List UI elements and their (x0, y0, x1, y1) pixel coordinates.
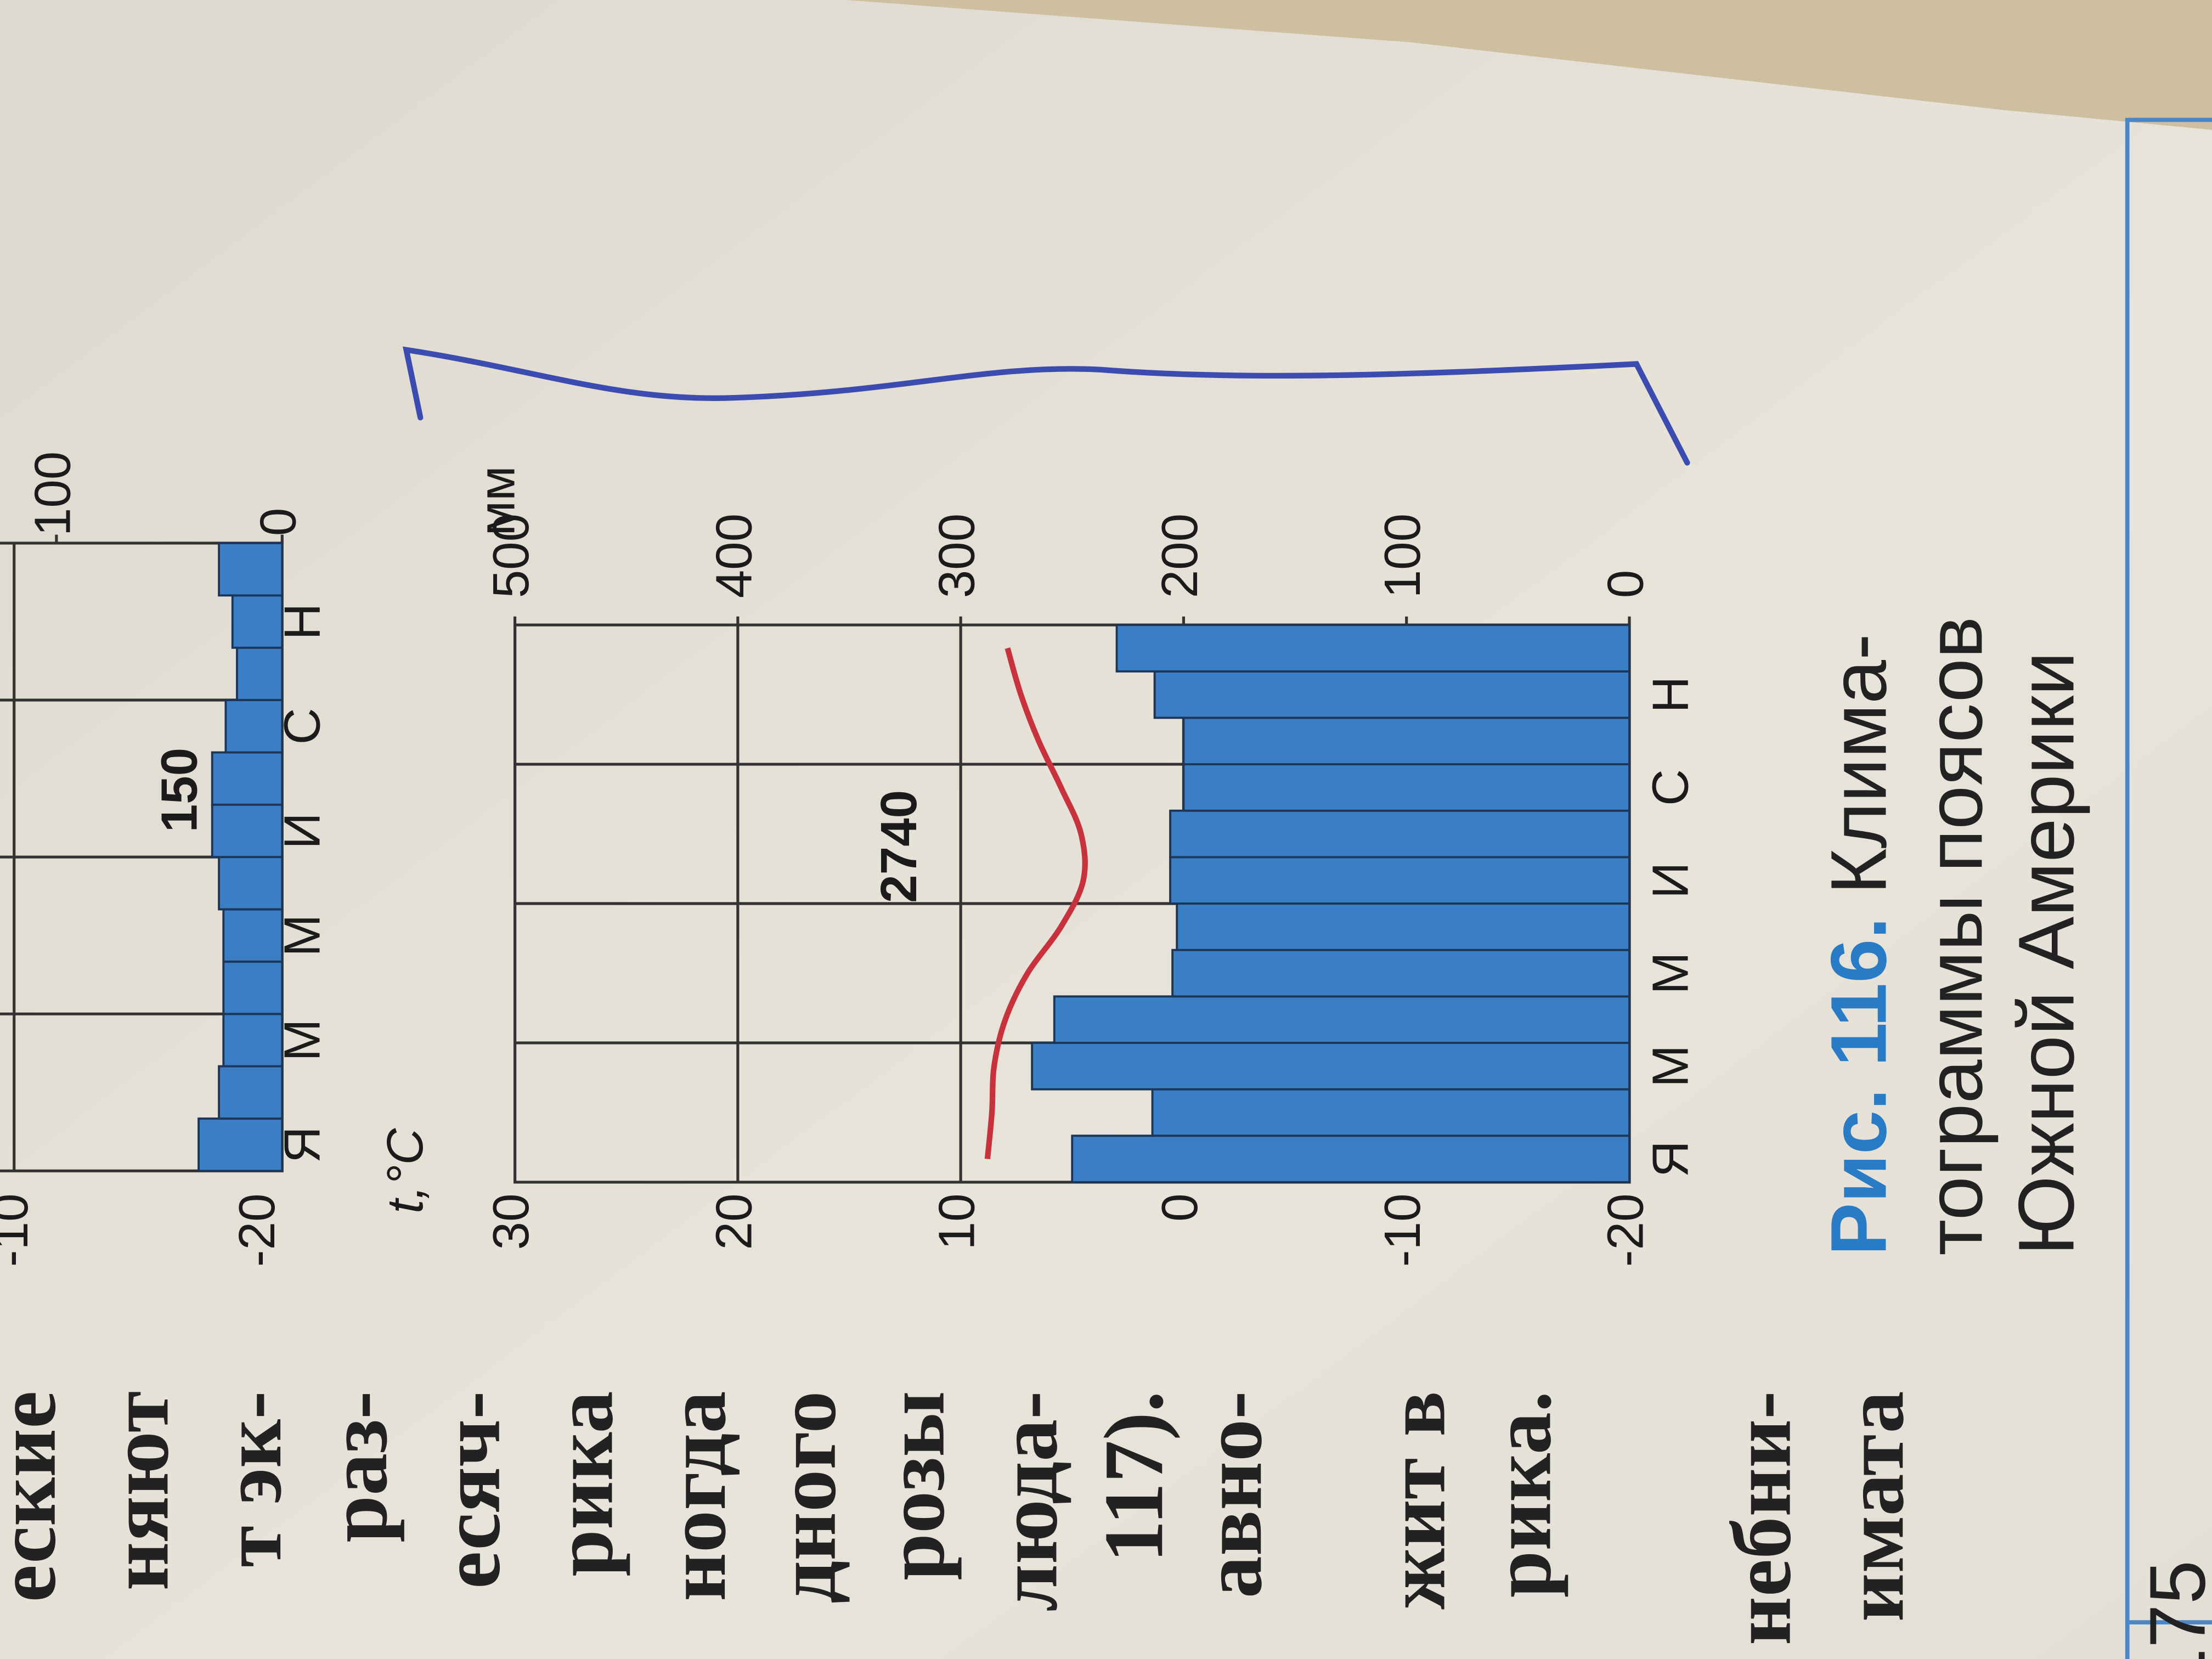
text-line: рика. (1475, 1391, 1568, 1598)
caption-text: Клима- (1814, 634, 1903, 894)
bar (211, 751, 284, 806)
text-line: т эк- (206, 1391, 299, 1567)
page-number: 175 (2134, 1560, 2212, 1659)
y2-tick-label: 200 (1151, 514, 1208, 598)
bar (218, 856, 284, 911)
bar (1182, 763, 1630, 812)
x-tick-label: Я (1642, 1141, 1699, 1177)
bar (1031, 1041, 1630, 1091)
text-line: 117). (1087, 1391, 1181, 1562)
text-line: раз- (312, 1391, 405, 1542)
bar (218, 542, 284, 597)
text-line: ногда (650, 1391, 743, 1601)
text-line: еские (0, 1391, 74, 1602)
x-tick-label: М (273, 915, 330, 957)
x-tick-label: М (273, 1019, 330, 1061)
x-tick-label: М (1642, 952, 1699, 994)
bar (1071, 1135, 1630, 1183)
text-line: няют (93, 1391, 186, 1590)
caption-line: Рис. 116. Клима- (1814, 634, 1903, 1256)
bar (1169, 809, 1630, 859)
y2-tick-label: 300 (928, 514, 985, 598)
bar (1182, 716, 1630, 765)
bar (1169, 856, 1630, 905)
text-line: рика (537, 1391, 630, 1576)
caption-label: Рис. 116. (1814, 917, 1903, 1256)
y-tick-label: -10 (0, 1193, 38, 1267)
caption-line: тограммы поясов (1910, 617, 1999, 1256)
y-tick-label: 30 (482, 1193, 539, 1250)
y2-axis-title: мм (468, 466, 525, 535)
y2-tick-label: 100 (24, 452, 81, 536)
y-tick-label: -20 (1596, 1193, 1654, 1267)
x-tick-label: С (273, 708, 330, 744)
text-line: дного (760, 1391, 854, 1603)
x-tick-label: М (1642, 1045, 1699, 1087)
handwritten-bracket (403, 346, 1690, 466)
bar (1151, 1088, 1630, 1137)
y-tick-label: -20 (228, 1193, 285, 1267)
x-tick-label: И (273, 812, 330, 849)
bar (1053, 995, 1630, 1044)
x-tick-label: С (1642, 769, 1699, 806)
book-edge (846, 0, 2212, 130)
rotated-page: -20-1001020300100200300400500ЯММИСНt,°Cм… (0, 452, 2212, 1659)
bar (1153, 670, 1630, 719)
text-line: авно- (1186, 1391, 1279, 1598)
total-annotation: 150 (151, 748, 208, 832)
text-line: есяч- (425, 1391, 518, 1589)
bar (1171, 949, 1630, 998)
temperature-line (984, 647, 1088, 1160)
y2-tick-label: 500 (482, 514, 539, 598)
bar (198, 1118, 284, 1172)
y-tick-label: -10 (1374, 1193, 1431, 1267)
total-annotation: 2740 (870, 790, 927, 903)
x-tick-label: И (1642, 862, 1699, 899)
text-line: небни- (1716, 1391, 1809, 1645)
y2-tick-label: 400 (705, 514, 762, 598)
bar (218, 1065, 284, 1120)
page-frame (2125, 117, 2212, 1659)
y-tick-label: 20 (705, 1193, 762, 1250)
bar (1176, 902, 1630, 951)
text-line: жит в (1370, 1391, 1463, 1609)
text-line: розы (869, 1391, 962, 1580)
x-tick-label: Н (273, 603, 330, 640)
caption-line: Южной Америки (2002, 652, 2090, 1256)
text-line: люда- (981, 1391, 1075, 1611)
y-axis-title: t,°C (376, 1127, 433, 1213)
y2-tick-label: 0 (250, 508, 307, 536)
y2-tick-label: 0 (1596, 570, 1654, 598)
text-line: имата (1828, 1391, 1921, 1622)
bar (236, 646, 284, 701)
bar (222, 960, 284, 1015)
x-tick-label: Н (1642, 676, 1699, 713)
x-tick-label: Я (273, 1126, 330, 1163)
y-tick-label: 0 (1151, 1193, 1208, 1221)
y2-tick-label: 100 (1374, 514, 1431, 598)
bar (1115, 624, 1630, 673)
y-tick-label: 10 (928, 1193, 985, 1250)
bar (211, 803, 284, 859)
